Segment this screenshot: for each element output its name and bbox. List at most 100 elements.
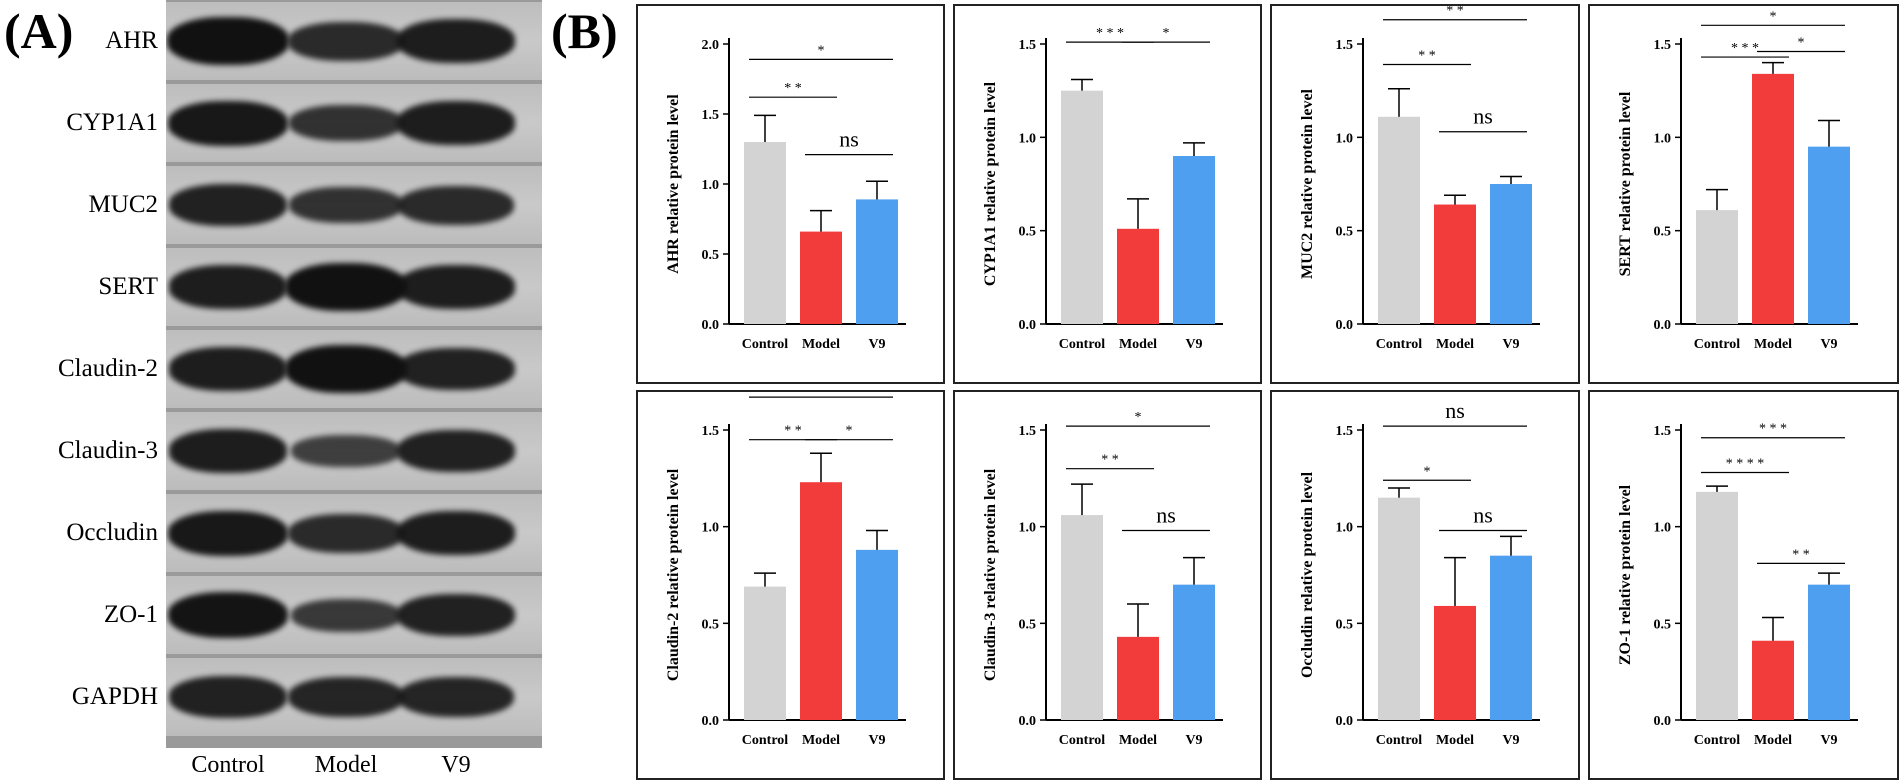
bar-model [1752,73,1794,324]
y-tick-label: 0.0 [1019,318,1037,333]
blot-band [168,429,288,473]
bar-chart-panel: 0.0 0.5 1.0 1.5 Claudin-2 relative protein l… [636,369,945,780]
x-category-label: V9 [868,337,885,352]
significance-label: * [846,424,853,439]
x-category-label: V9 [1185,337,1202,352]
bar-model [1117,636,1159,720]
y-tick-label: 0.5 [1019,617,1037,632]
bar-control [1696,210,1738,324]
bar-control [1061,90,1103,325]
y-tick-label: 0.0 [1336,318,1354,333]
panel-label-a: (A) [4,3,74,59]
significance-label: * * * [1759,422,1787,437]
blot-band [397,430,515,472]
y-tick-label: 1.0 [702,178,720,193]
bar-v9 [1808,584,1850,720]
bar-model [1434,605,1476,720]
y-tick-label: 1.5 [1654,424,1672,439]
blot-lane-label: Control [191,752,265,778]
significance-label: * [1770,9,1777,24]
y-tick-label: 1.0 [702,521,720,536]
y-tick-label: 0.0 [1019,714,1037,729]
blot-strip [166,166,542,244]
blot-band [396,511,516,555]
y-tick-label: 1.0 [1654,131,1672,146]
blot-protein-label: SERT [98,273,158,300]
y-tick-label: 1.5 [1336,424,1354,439]
x-category-label: Control [1376,733,1423,748]
blot-protein-label: Claudin-2 [58,355,158,382]
bar-model [1752,640,1794,720]
x-category-label: Model [802,733,840,748]
bar-v9 [1173,156,1215,324]
y-tick-label: 1.5 [1019,424,1037,439]
blot-band [291,435,401,467]
x-category-label: Model [1119,337,1157,352]
bar-chart-svg: 0.0 0.5 1.0 1.5 SERT relative protein level C… [1617,9,1858,352]
bar-chart-panel: 0.0 0.5 1.0 1.5 2.0 AHR relative protein leve… [636,4,945,384]
blot-strip [166,330,542,408]
y-tick-label: 0.5 [1336,225,1354,240]
bar-v9 [1173,584,1215,720]
bar-chart-svg: 0.0 0.5 1.0 1.5 CYP1A1 relative protein leve… [982,26,1223,352]
y-tick-label: 0.0 [1336,714,1354,729]
blot-strip [166,84,542,162]
y-axis-label: SERT relative protein level [1617,91,1634,276]
x-category-label: Model [1119,733,1157,748]
significance-label: * * [1446,6,1464,19]
blot-protein-label: CYP1A1 [66,109,158,136]
significance-label: * [1798,35,1805,50]
y-tick-label: 0.5 [1654,617,1672,632]
y-tick-label: 1.5 [702,108,720,123]
y-tick-label: 1.5 [702,424,720,439]
x-category-label: Model [1436,337,1474,352]
y-tick-label: 0.0 [1654,318,1672,333]
bar-v9 [856,199,898,324]
y-axis-label: MUC2 relative protein level [1299,88,1316,279]
blot-strip [166,248,542,326]
x-category-label: Control [1694,337,1741,352]
significance-label: * * * [1731,41,1759,56]
blot-band [167,17,289,65]
bar-chart-panel: 0.0 0.5 1.0 1.5 Claudin-3 relative protein l… [953,390,1262,780]
blot-band [168,510,288,556]
bar-chart-panel: 0.0 0.5 1.0 1.5 ZO-1 relative protein level C… [1588,390,1899,780]
blot-lane-label: V9 [441,752,471,778]
blot-protein-label: GAPDH [71,683,158,710]
bar-control [1061,515,1103,720]
x-category-label: V9 [868,733,885,748]
significance-label: * [1163,26,1170,41]
y-tick-label: 0.0 [1654,714,1672,729]
x-category-label: V9 [1820,337,1837,352]
bar-chart-svg: 0.0 0.5 1.0 1.5 2.0 AHR relative protein leve… [665,38,906,352]
blot-protein-label: Claudin-3 [58,437,158,464]
bar-model [1434,204,1476,324]
bar-model [800,231,842,324]
y-tick-label: 1.0 [1654,521,1672,536]
x-category-label: Model [1436,733,1474,748]
x-category-label: Control [1376,337,1423,352]
blot-band [285,345,407,393]
blot-protein-label: MUC2 [88,191,158,218]
blot-strip [166,2,542,80]
panel-label-b: (B) [551,3,618,59]
y-tick-label: 0.5 [1019,225,1037,240]
blot-band [397,348,515,390]
bar-chart-svg: 0.0 0.5 1.0 1.5 MUC2 relative protein level C… [1299,4,1540,352]
blot-band [290,598,402,632]
blot-band [288,513,404,553]
significance-label: * * * [1096,26,1124,41]
bar-v9 [856,549,898,720]
blot-band [169,184,287,226]
x-category-label: Control [1059,337,1106,352]
blot-lane-label: Model [314,752,378,778]
x-category-label: Model [1754,733,1792,748]
y-tick-label: 1.5 [1654,38,1672,53]
y-tick-label: 0.5 [702,248,720,263]
bar-chart-panel: 0.0 0.5 1.0 1.5 CYP1A1 relative protein leve… [953,4,1262,384]
y-axis-label: Claudin-2 relative protein level [665,468,682,681]
blot-band [396,19,516,63]
blot-band [287,676,405,718]
blot-band [289,187,403,223]
significance-label: ns [1445,398,1465,423]
